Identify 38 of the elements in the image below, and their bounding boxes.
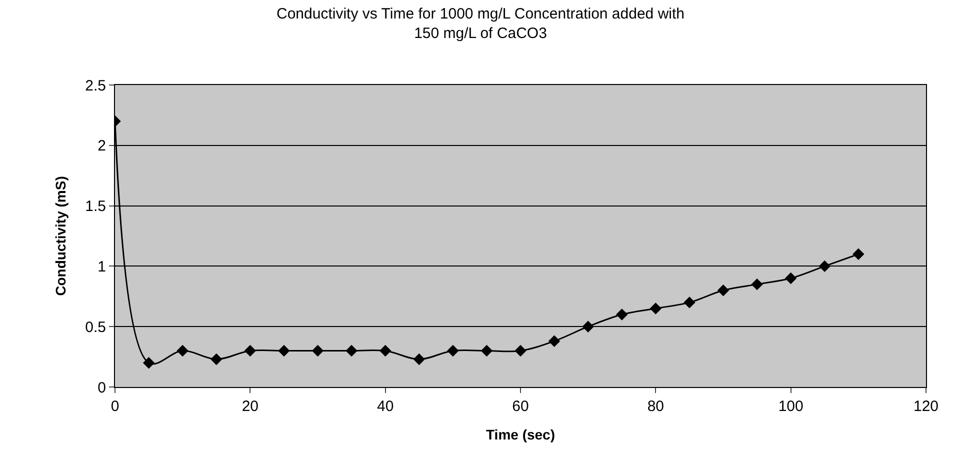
- point: [210, 353, 222, 366]
- point: [852, 248, 864, 260]
- point: [684, 296, 696, 308]
- chart-title: Conductivity vs Time for 1000 mg/L Concentration added with 150 mg/L of CaCO3: [276, 5, 684, 42]
- point: [582, 320, 594, 332]
- point: [413, 353, 425, 366]
- point: [818, 260, 830, 272]
- y-tick-label: 0.5: [85, 318, 106, 336]
- x-tick-label: 80: [647, 398, 664, 415]
- y-axis-title: Conductivity (mS): [52, 176, 69, 296]
- x-tick-label: 20: [242, 398, 259, 415]
- point: [312, 344, 324, 357]
- point: [244, 344, 256, 357]
- x-tick-label: 60: [512, 398, 529, 415]
- point: [514, 344, 526, 357]
- point: [616, 308, 628, 320]
- point: [480, 344, 493, 357]
- point: [751, 278, 763, 290]
- x-tick-label: 120: [913, 398, 939, 415]
- point: [650, 302, 662, 314]
- point: [176, 344, 188, 357]
- point: [784, 272, 797, 284]
- x-axis-title: Time (sec): [486, 426, 555, 442]
- y-tick-label: 1.5: [85, 198, 106, 216]
- point: [447, 344, 459, 357]
- y-tick-label: 0: [98, 379, 106, 396]
- point: [142, 356, 155, 369]
- y-tick-label: 1: [98, 258, 106, 276]
- point: [278, 344, 290, 357]
- point: [346, 344, 358, 357]
- point: [548, 335, 560, 347]
- point: [717, 284, 730, 296]
- x-tick-label: 100: [778, 398, 804, 415]
- y-tick-label: 2: [98, 138, 106, 155]
- x-tick-label: 0: [110, 398, 120, 415]
- point: [379, 344, 392, 357]
- x-tick-label: 40: [376, 398, 394, 415]
- y-tick-label: 2.5: [85, 77, 106, 94]
